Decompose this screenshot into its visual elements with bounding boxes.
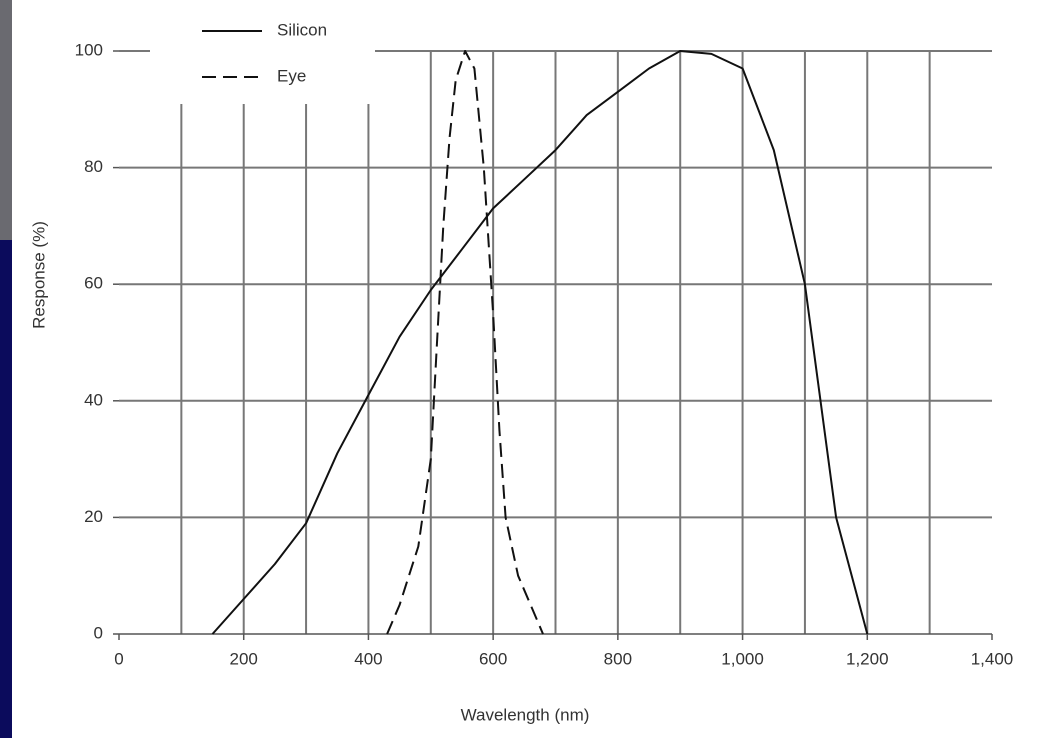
- x-tick-label: 0: [114, 649, 123, 668]
- series-line: [211, 50, 869, 635]
- y-tick-label: 100: [75, 40, 103, 59]
- series-line: [386, 50, 544, 635]
- grid: 0 20 40 60 80 100 0 200 400 600 800 1,000 1,200 1,400: [75, 40, 1014, 668]
- y-tick-label: 0: [94, 623, 103, 642]
- y-tick-label: 80: [84, 157, 103, 176]
- x-tick-label: 1,000: [721, 649, 764, 668]
- legend-label: Silicon: [277, 20, 327, 39]
- x-tick-label: 800: [604, 649, 632, 668]
- y-tick-label: 20: [84, 507, 103, 526]
- y-tick-label: 40: [84, 390, 103, 409]
- x-axis-label: Wavelength (nm): [461, 705, 590, 724]
- legend: Silicon Eye: [202, 20, 327, 85]
- x-tick-label: 1,200: [846, 649, 889, 668]
- legend-label: Eye: [277, 66, 306, 85]
- y-axis-label: Response (%): [29, 221, 48, 329]
- legend-box: [150, 14, 375, 104]
- y-tick-label: 60: [84, 274, 103, 293]
- chart-panel: [12, 0, 1039, 738]
- x-tick-label: 600: [479, 649, 507, 668]
- x-tick-label: 400: [354, 649, 382, 668]
- x-tick-label: 200: [230, 649, 258, 668]
- x-tick-label: 1,400: [971, 649, 1014, 668]
- plot-area: [211, 50, 869, 635]
